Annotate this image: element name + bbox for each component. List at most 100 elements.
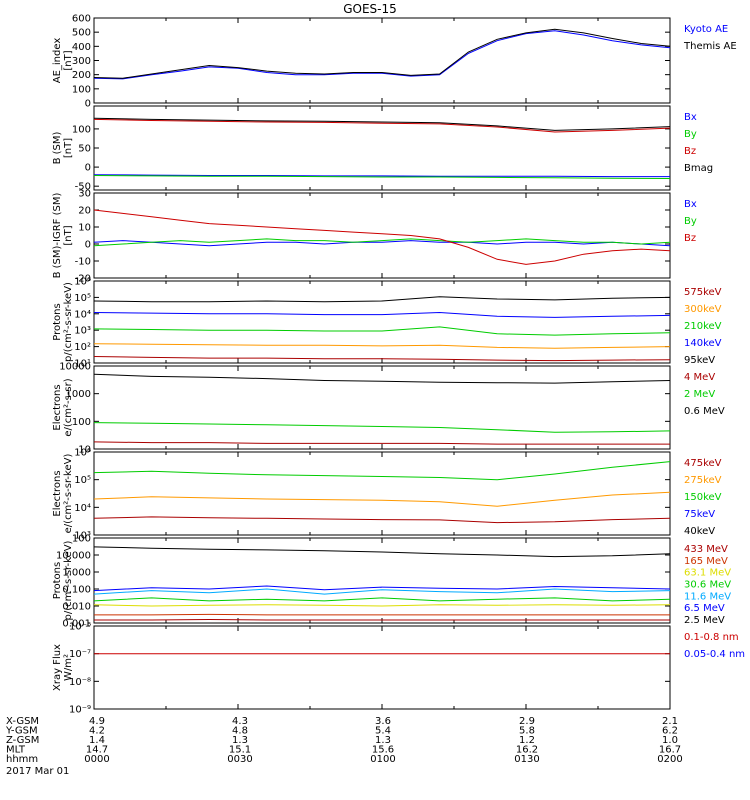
ephemeris-row-label: X-GSM [6,716,39,727]
y-tick-label: -10 [75,257,91,268]
ephemeris-value: 16.7 [659,745,681,756]
series-line [93,373,671,384]
legend-entry: 30.6 MeV [684,580,731,591]
ephemeris-value: 3.6 [375,716,391,727]
y-axis-label: Xray Flux [52,644,63,691]
y-axis-label: Electrons [52,470,63,516]
series-line [93,118,671,133]
series-line [93,209,671,265]
y-axis-label: [nT] [63,50,74,70]
y-tick-label: 0 [85,240,91,251]
ephemeris-value: 4.9 [89,716,105,727]
ephemeris-value: 0130 [514,754,539,765]
y-tick-label: 10000 [59,362,91,373]
legend-entry: By [684,129,697,140]
legend-entry: 300keV [684,304,722,315]
y-tick-label: 0.001 [62,619,91,630]
legend-entry: Bx [684,112,697,123]
legend-entry: Bz [684,233,696,244]
panel-frame [93,280,671,364]
y-tick-label: 0.010 [62,602,91,613]
y-axis-label: [nT] [63,225,74,245]
panel-frame [93,451,671,536]
y-tick-label: 50 [78,144,91,155]
legend-entry: 4 MeV [684,372,715,383]
series-line [93,585,671,592]
ephemeris-row-label: hhmm [6,754,38,765]
ephemeris-value: 1.3 [232,735,248,746]
panel-4: 10¹ 10² 10³ 10⁴ 10⁵ 10⁶ Protons p/(cm²-s-sr-keV… [52,277,722,370]
ephemeris-value: 4.2 [89,726,105,737]
y-tick-label: -50 [75,182,91,193]
ephemeris-value: 14.7 [86,745,108,756]
legend-entry: 475keV [684,458,722,469]
y-axis-label: AE_index [52,38,63,84]
ephemeris-value: 4.8 [232,726,248,737]
series-line [93,546,671,558]
ephemeris-value: 2.9 [519,716,535,727]
ephemeris-value: 0000 [84,754,109,765]
y-tick-label: 200 [72,70,91,81]
ephemeris-row-label: Z-GSM [6,735,39,746]
y-axis-label: p/(cm²-s-sr-keV) [63,540,74,620]
legend-entry: Bz [684,146,696,157]
y-tick-label: 10¹ [74,359,91,370]
series-line [93,356,671,362]
series-line [93,117,671,131]
y-tick-label: 10⁶ [74,448,91,459]
ephemeris-value: 0200 [657,754,682,765]
y-tick-label: 20 [78,206,91,217]
panel-3: -20 -10 0 10 20 30 B (SM)-IGRF (SM) [nT] Bx By Bz [52,189,697,285]
y-tick-label: 100 [72,534,91,545]
panel-1: 0 100 200 300 400 500 600 AE_index [nT] Kyoto AE T… [52,14,737,110]
y-tick-label: 10⁴ [74,503,91,514]
ephemeris-value: 5.8 [519,726,535,737]
y-tick-label: 10² [74,342,91,353]
y-tick-label: 100 [72,417,91,428]
legend-entry: 75keV [684,509,715,520]
legend-entry: 140keV [684,338,722,349]
ephemeris-value: 0030 [227,754,252,765]
y-tick-label: 300 [72,56,91,67]
legend-entry: 0.6 MeV [684,406,725,417]
legend-entry: 433 MeV [684,544,728,555]
plot-title: GOES-15 [343,2,397,16]
series-line [93,441,670,445]
panel-frame [93,365,671,450]
legend-entry: By [684,216,697,227]
y-tick-label: 400 [72,42,91,53]
ephemeris-value: 15.6 [372,745,394,756]
y-tick-label: 100 [72,84,91,95]
y-tick-label: 600 [72,14,91,25]
series-line [93,174,670,178]
legend-entry: 40keV [684,526,715,537]
series-line [94,618,670,621]
y-axis-label: W/m² [63,654,74,681]
legend-entry: 0.05-0.4 nm [684,649,745,660]
ephemeris-value: 1.0 [662,735,678,746]
panel-2: -50 0 50 100 B (SM) [nT] Bx By Bz Bmag [52,105,713,193]
ephemeris-value: 5.4 [375,726,391,737]
legend-entry: 63.1 MeV [684,568,731,579]
y-tick-label: 10 [78,223,91,234]
series-line [93,597,671,602]
series-line [93,238,671,247]
series-line [93,588,671,595]
panel-frame [93,625,671,710]
y-tick-label: 1000 [66,389,91,400]
y-tick-label: 30 [78,189,91,200]
y-axis-label: p/(cm²-s-sr-keV) [63,282,74,362]
time-axis: 2017 Mar 01 [6,766,69,777]
legend-entry: 11.6 MeV [684,591,731,602]
y-tick-label: 1.000 [62,568,91,579]
ephemeris-value: 4.3 [232,716,248,727]
y-tick-label: 10.000 [56,551,91,562]
legend-entry: 0.1-0.8 nm [684,632,739,643]
series-line [94,613,670,616]
panel-5: 10 100 1000 10000 Electrons e/(cm²-s-sr) 4 MeV… [52,362,725,456]
y-axis-label: Electrons [52,384,63,430]
ephemeris-value: 16.2 [516,745,538,756]
y-tick-label: 0 [85,99,91,110]
ephemeris-table: X-GSM 4.9 4.3 3.6 2.9 2.1 Y-GSM 4.2 4.8 5.4 5.8 6.2… [5,716,683,765]
